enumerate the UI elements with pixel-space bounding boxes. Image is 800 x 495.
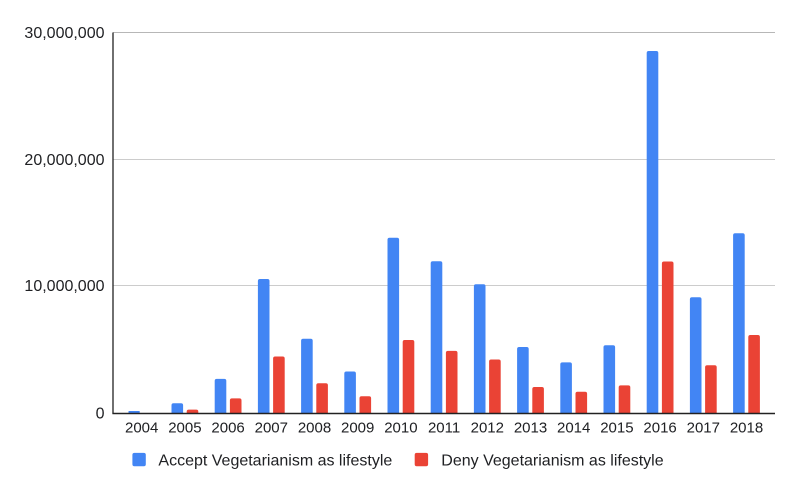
- svg-text:2004: 2004: [125, 420, 158, 437]
- svg-text:Deny Vegetarianism as lifestyl: Deny Vegetarianism as lifestyle: [441, 453, 663, 470]
- svg-text:2017: 2017: [687, 420, 720, 437]
- svg-text:Accept Vegetarianism as lifest: Accept Vegetarianism as lifestyle: [158, 453, 392, 470]
- svg-text:2008: 2008: [298, 420, 331, 437]
- svg-text:2006: 2006: [211, 420, 244, 437]
- svg-text:2005: 2005: [168, 420, 201, 437]
- svg-text:2013: 2013: [514, 420, 547, 437]
- svg-text:0: 0: [96, 405, 105, 422]
- svg-text:30,000,000: 30,000,000: [24, 25, 104, 42]
- svg-text:2016: 2016: [643, 420, 676, 437]
- svg-text:2015: 2015: [600, 420, 633, 437]
- svg-text:2014: 2014: [557, 420, 590, 437]
- svg-text:2009: 2009: [341, 420, 374, 437]
- svg-text:20,000,000: 20,000,000: [24, 152, 104, 169]
- svg-text:2007: 2007: [255, 420, 288, 437]
- svg-text:2018: 2018: [730, 420, 763, 437]
- svg-text:2010: 2010: [384, 420, 417, 437]
- svg-text:2012: 2012: [471, 420, 504, 437]
- svg-text:10,000,000: 10,000,000: [24, 278, 104, 295]
- svg-text:2011: 2011: [428, 420, 460, 437]
